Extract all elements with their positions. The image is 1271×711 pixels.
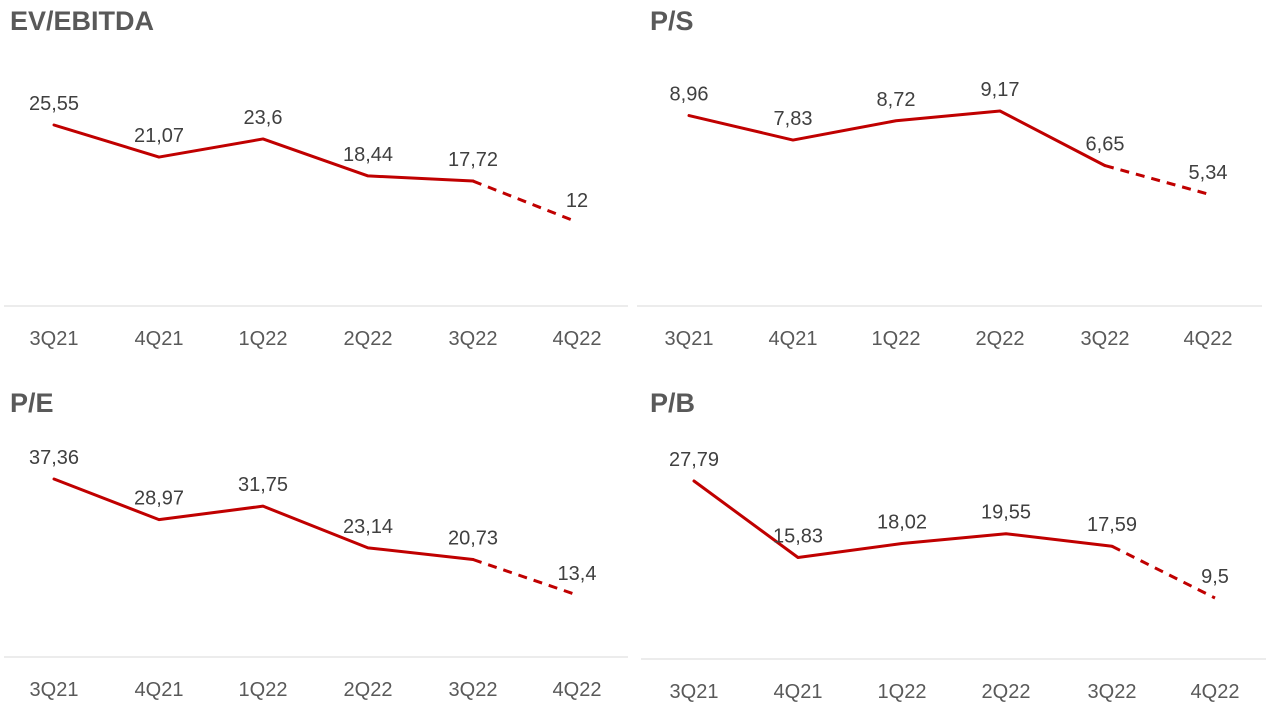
data-label: 37,36 bbox=[29, 447, 79, 469]
x-tick-label: 3Q22 bbox=[1088, 681, 1137, 703]
x-tick-label: 2Q22 bbox=[976, 328, 1025, 350]
data-label: 15,83 bbox=[773, 526, 823, 548]
data-label: 13,4 bbox=[558, 563, 597, 585]
series-line-dashed bbox=[1111, 544, 1216, 600]
x-tick-label: 4Q21 bbox=[769, 328, 818, 350]
data-label: 5,34 bbox=[1189, 162, 1228, 184]
x-tick-label: 3Q21 bbox=[670, 681, 719, 703]
series-line bbox=[52, 123, 475, 183]
data-label: 18,02 bbox=[877, 511, 927, 533]
data-label: 9,5 bbox=[1201, 566, 1229, 588]
data-label: 19,55 bbox=[981, 502, 1031, 524]
x-tick-label: 1Q22 bbox=[878, 681, 927, 703]
chart-title: P/S bbox=[650, 6, 694, 36]
x-tick-label: 2Q22 bbox=[344, 328, 393, 350]
data-label: 8,96 bbox=[670, 84, 709, 106]
data-label: 8,72 bbox=[877, 89, 916, 111]
x-tick-label: 1Q22 bbox=[872, 328, 921, 350]
chart-title: P/B bbox=[650, 388, 695, 418]
data-label: 6,65 bbox=[1086, 134, 1125, 156]
data-label: 31,75 bbox=[238, 474, 288, 496]
series-line bbox=[52, 477, 475, 562]
series-line-dashed bbox=[472, 179, 578, 224]
data-label: 20,73 bbox=[448, 528, 498, 550]
chart-p-s: P/S 8,96 7,83 8,72 9,17 6,65 5,34 3Q21 4Q21 1Q22 2… bbox=[637, 6, 1262, 350]
x-tick-label: 2Q22 bbox=[982, 681, 1031, 703]
series-line bbox=[687, 109, 1107, 168]
series-line-dashed bbox=[472, 558, 578, 597]
x-tick-label: 4Q22 bbox=[553, 679, 602, 701]
data-label: 7,83 bbox=[774, 108, 813, 130]
x-tick-label: 3Q21 bbox=[30, 328, 79, 350]
x-tick-label: 3Q22 bbox=[1081, 328, 1130, 350]
x-tick-label: 1Q22 bbox=[239, 328, 288, 350]
chart-ev-ebitda: EV/EBITDA 25,55 21,07 23,6 18,44 17,72 12 3Q21 4… bbox=[4, 6, 628, 350]
chart-p-b: P/B 27,79 15,83 18,02 19,55 17,59 9,5 3Q21 4Q21 1… bbox=[641, 388, 1266, 703]
x-tick-label: 3Q22 bbox=[449, 328, 498, 350]
data-label: 27,79 bbox=[669, 449, 719, 471]
data-label: 23,14 bbox=[343, 516, 393, 538]
x-tick-label: 4Q22 bbox=[553, 328, 602, 350]
x-tick-label: 3Q22 bbox=[449, 679, 498, 701]
data-label: 23,6 bbox=[244, 107, 283, 129]
x-tick-label: 4Q21 bbox=[135, 328, 184, 350]
data-label: 12 bbox=[566, 190, 588, 212]
data-label: 28,97 bbox=[134, 488, 184, 510]
x-tick-label: 4Q22 bbox=[1191, 681, 1240, 703]
x-tick-label: 2Q22 bbox=[344, 679, 393, 701]
x-tick-label: 3Q21 bbox=[30, 679, 79, 701]
x-tick-label: 1Q22 bbox=[239, 679, 288, 701]
data-label: 18,44 bbox=[343, 144, 393, 166]
x-tick-label: 4Q21 bbox=[774, 681, 823, 703]
series-line bbox=[692, 479, 1114, 560]
data-label: 9,17 bbox=[981, 79, 1020, 101]
data-label: 21,07 bbox=[134, 125, 184, 147]
x-tick-label: 4Q21 bbox=[135, 679, 184, 701]
x-tick-label: 3Q21 bbox=[665, 328, 714, 350]
data-label: 17,72 bbox=[448, 149, 498, 171]
x-tick-label: 4Q22 bbox=[1184, 328, 1233, 350]
data-label: 17,59 bbox=[1087, 514, 1137, 536]
series-line-dashed bbox=[1104, 164, 1209, 196]
chart-title: P/E bbox=[10, 388, 54, 418]
data-label: 25,55 bbox=[29, 93, 79, 115]
chart-title: EV/EBITDA bbox=[10, 6, 154, 36]
chart-p-e: P/E 37,36 28,97 31,75 23,14 20,73 13,4 3Q21 4Q21… bbox=[4, 388, 628, 701]
